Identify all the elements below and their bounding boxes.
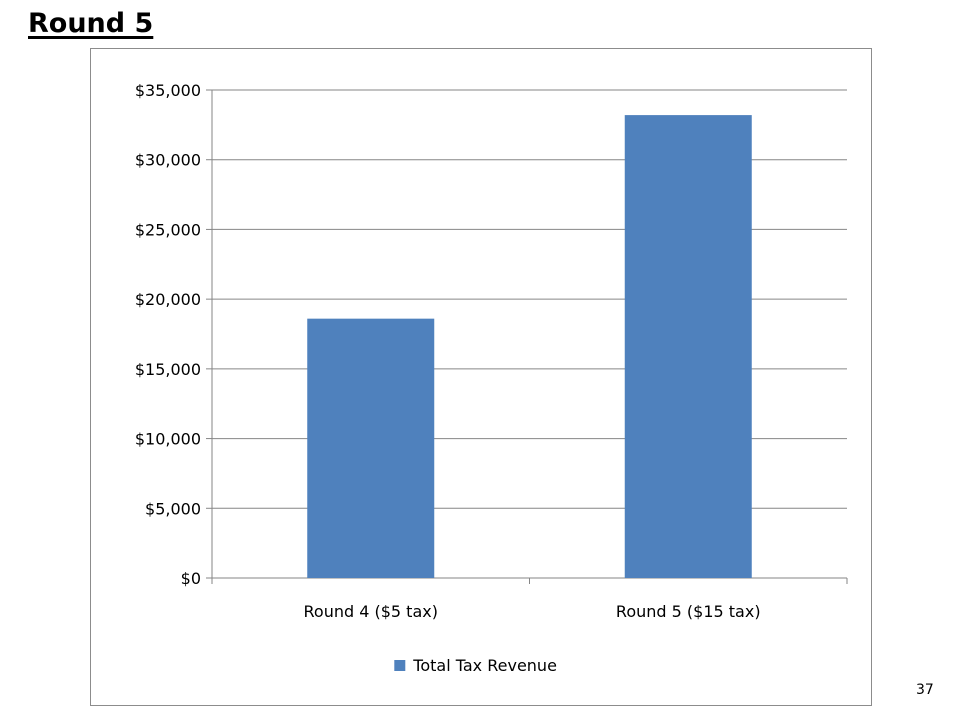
y-tick-label: $35,000 — [135, 81, 201, 100]
x-tick-label: Round 5 ($15 tax) — [616, 602, 761, 621]
slide-title: Round 5 — [28, 8, 154, 39]
y-tick-label: $0 — [181, 569, 201, 588]
bar-chart: $0 $5,000 $10,000 $15,000 $20,000 $25,000 $30,… — [135, 81, 848, 675]
slide-number: 37 — [916, 682, 934, 698]
bar-1 — [307, 318, 435, 578]
y-tick-label: $10,000 — [135, 430, 201, 449]
y-tick-label: $20,000 — [135, 290, 201, 309]
y-tick-label: $5,000 — [145, 499, 201, 518]
y-tick-label: $15,000 — [135, 360, 201, 379]
y-tick-label: $30,000 — [135, 151, 201, 170]
legend-swatch — [394, 660, 406, 671]
y-tick-label: $25,000 — [135, 220, 201, 239]
legend-label: Total Tax Revenue — [412, 656, 557, 675]
bar-2 — [624, 115, 752, 579]
x-tick-label: Round 4 ($5 tax) — [304, 602, 438, 621]
chart-area: $0 $5,000 $10,000 $15,000 $20,000 $25,000 $30,… — [90, 48, 872, 706]
